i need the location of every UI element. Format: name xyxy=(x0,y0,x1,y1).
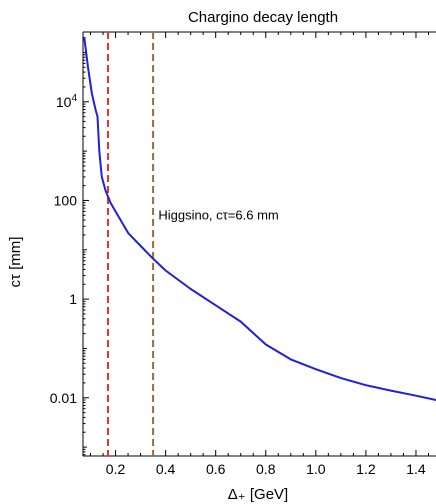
reference-lines xyxy=(107,32,155,456)
x-tick-label: 1.2 xyxy=(356,461,376,477)
y-tick-label: 100 xyxy=(54,192,78,208)
y-axis: 0.01 1 100 104 xyxy=(50,37,89,456)
x-tick-label: 1.4 xyxy=(406,461,426,477)
x-tick-label: 0.2 xyxy=(106,461,126,477)
chart-title: Chargino decay length xyxy=(188,9,338,26)
x-tick-label: 0.4 xyxy=(156,461,176,477)
series xyxy=(83,37,436,401)
x-tick-label: 1.0 xyxy=(306,461,326,477)
y-tick-label: 104 xyxy=(56,93,78,110)
y-tick-base: 10 xyxy=(56,94,72,110)
x-tick-label: 0.8 xyxy=(256,461,276,477)
annotations: Higgsino, cτ=6.6 mm xyxy=(158,207,278,222)
plot-frame xyxy=(82,31,436,457)
y-tick-label: 1 xyxy=(69,291,77,307)
decay-length-curve xyxy=(83,37,436,401)
y-tick-exponent: 4 xyxy=(71,93,77,104)
x-tick-label: 0.6 xyxy=(206,461,226,477)
x-axis-label: Δ₊ [GeV] xyxy=(228,486,288,503)
y-tick-label: 0.01 xyxy=(50,390,77,406)
y-axis-label: cτ [mm] xyxy=(7,237,24,288)
x-axis: 0.2 0.4 0.6 0.8 1.0 1.2 1.4 xyxy=(90,32,429,477)
annotation-label: Higgsino, cτ=6.6 mm xyxy=(158,207,278,222)
